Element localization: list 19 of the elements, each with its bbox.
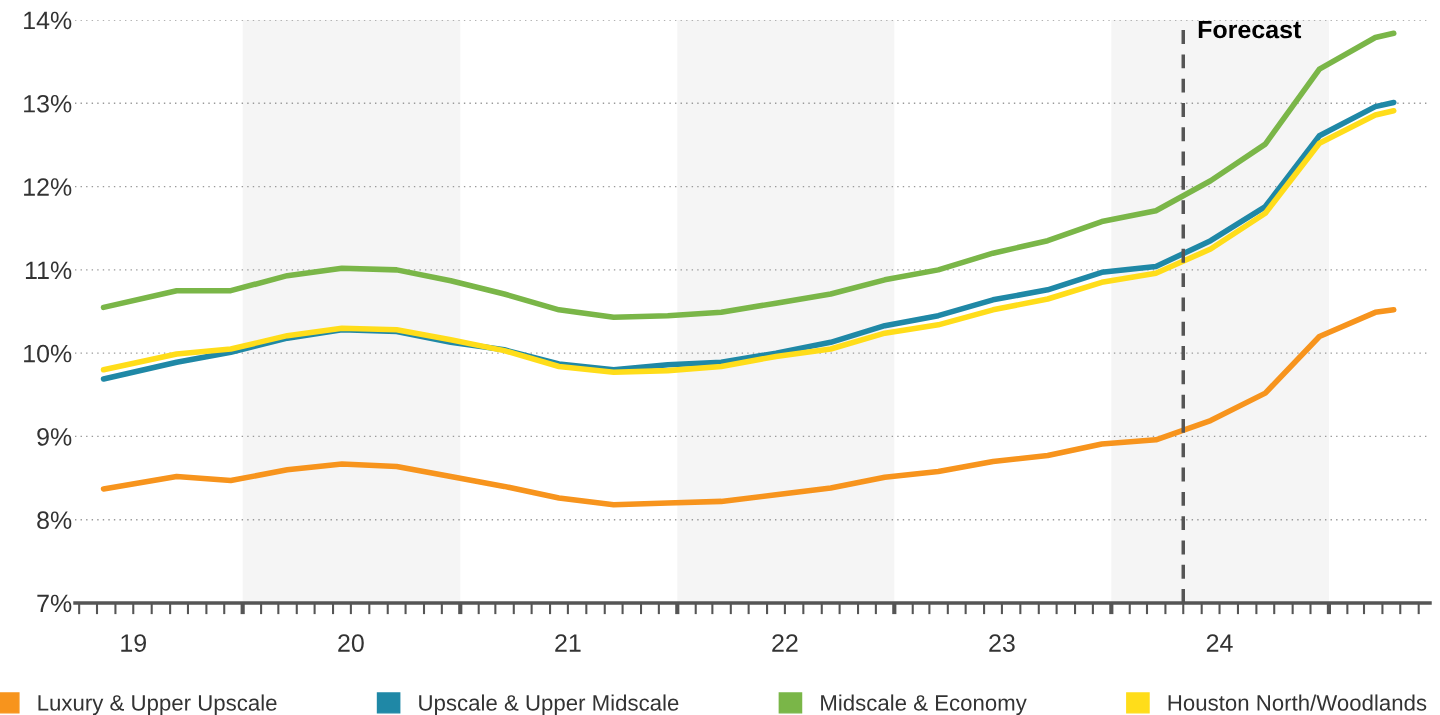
x-tick-label: 19	[121, 634, 146, 652]
ref-line-label: Forecast	[1198, 20, 1302, 39]
legend-label: Upscale & Upper Midscale	[419, 694, 679, 715]
x-tick-label: 24	[1206, 634, 1233, 652]
y-tick-label: 7%	[37, 594, 72, 613]
x-tick-label: 21	[555, 634, 581, 652]
y-tick-label: 14%	[24, 11, 72, 30]
legend-label: Luxury & Upper Upscale	[38, 694, 277, 715]
legend-label: Midscale & Economy	[821, 694, 1027, 715]
legend-label: Houston North/Woodlands	[1168, 694, 1427, 711]
y-tick-label: 9%	[37, 428, 72, 446]
y-tick-label: 8%	[37, 511, 72, 530]
x-tick-label: 22	[772, 634, 798, 652]
y-tick-label: 12%	[24, 178, 72, 196]
y-tick-label: 13%	[24, 94, 72, 113]
x-tick-label: 23	[989, 634, 1015, 652]
x-tick-label: 20	[338, 634, 364, 652]
y-tick-label: 10%	[24, 344, 72, 363]
y-tick-label: 11%	[25, 261, 72, 280]
